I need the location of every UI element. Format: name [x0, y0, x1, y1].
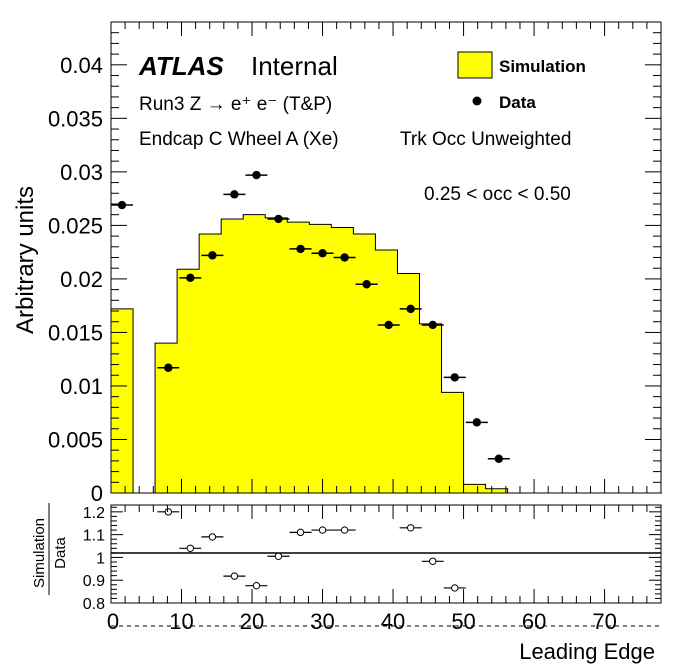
y-tick-label: 0.01	[60, 374, 103, 399]
ratio-point	[296, 528, 305, 537]
data-point	[340, 253, 349, 262]
ratio-y-tick-label: 1	[96, 550, 105, 567]
ratio-y-label-numerator: Simulation	[31, 518, 48, 588]
ratio-point	[451, 584, 459, 592]
data-point	[384, 320, 393, 330]
simulation-bin	[463, 484, 486, 493]
ratio-panel: 0.8 0.9 1 1.1 1.2 0 10 20 30 40 50 60 70 Simulation …	[31, 503, 662, 664]
legend-data-marker	[472, 96, 482, 106]
x-tick-label: 70	[592, 609, 616, 634]
ratio-point	[208, 533, 217, 541]
y-axis-label: Arbitrary units	[12, 186, 39, 334]
ratio-y-tick-label: 0.9	[83, 573, 105, 590]
simulation-bin	[199, 233, 222, 493]
simulation-bin	[111, 308, 134, 493]
ratio-y-tick-label: 1.1	[83, 528, 105, 545]
simulation-outline	[110, 214, 662, 494]
y-tick-label: 0	[91, 481, 103, 506]
ratio-y-tick-label: 0.8	[83, 596, 105, 613]
x-tick-label: 20	[240, 609, 264, 634]
data-point	[296, 244, 305, 254]
ratio-point	[164, 508, 173, 516]
simulation-bin	[441, 392, 464, 493]
data-point	[406, 304, 415, 314]
ratio-point	[186, 544, 195, 553]
ratio-point	[274, 552, 283, 560]
atlas-status-label: Internal	[251, 51, 338, 81]
x-tick-label: 50	[451, 609, 475, 634]
ratio-point	[318, 526, 327, 534]
x-tick-label: 30	[310, 609, 334, 634]
data-point	[186, 273, 195, 283]
data-point	[274, 214, 283, 224]
simulation-bin	[375, 250, 398, 493]
ratio-y-tick-label: 1.2	[83, 505, 105, 522]
legend-data-label: Data	[499, 93, 536, 112]
data-point	[252, 170, 261, 180]
data-point	[318, 249, 327, 258]
x-tick-label: 60	[522, 609, 546, 634]
ratio-points	[157, 508, 466, 592]
x-tick-label: 40	[381, 609, 405, 634]
y-tick-label: 0.02	[60, 267, 103, 292]
simulation-bin	[397, 273, 420, 493]
weighting-label: Trk Occ Unweighted	[400, 129, 571, 150]
simulation-bin	[309, 224, 332, 493]
legend-simulation-label: Simulation	[499, 57, 586, 76]
y-tick-label: 0.035	[48, 106, 103, 131]
data-point	[428, 320, 437, 330]
ratio-point	[429, 557, 437, 565]
ratio-y-label: Simulation Data	[31, 503, 69, 595]
simulation-bin	[155, 343, 178, 493]
simulation-histogram	[110, 214, 662, 494]
legend-simulation-swatch	[457, 51, 493, 79]
x-tick-label: 10	[169, 609, 193, 634]
x-axis-label: Leading Edge	[519, 639, 655, 664]
data-point	[164, 363, 173, 372]
y-tick-label: 0.015	[48, 320, 103, 345]
cut-label: 0.25 < occ < 0.50	[424, 184, 571, 205]
simulation-bin	[221, 218, 244, 494]
simulation-bin	[243, 214, 266, 493]
atlas-experiment-label: ATLAS	[138, 51, 224, 81]
simulation-bin	[331, 227, 354, 493]
y-tick-label: 0.025	[48, 213, 103, 238]
simulation-bin	[287, 222, 310, 494]
data-point	[230, 190, 239, 199]
data-point	[494, 454, 504, 463]
data-point	[208, 251, 217, 260]
main-ticks: 0 0.005 0.01 0.015 0.02 0.025 0.03 0.035 0.04	[48, 22, 662, 506]
legend: Simulation Data	[457, 51, 586, 112]
ratio-frame	[110, 504, 662, 604]
main-panel: 0 0.005 0.01 0.015 0.02 0.025 0.03 0.035 0.04 Ar…	[12, 21, 662, 506]
data-points	[111, 170, 510, 463]
simulation-bin	[265, 217, 288, 493]
simulation-bin	[419, 323, 442, 493]
data-point	[472, 418, 482, 427]
data-point	[117, 200, 127, 210]
ratio-y-label-denominator: Data	[52, 537, 69, 569]
y-tick-label: 0.005	[48, 427, 103, 452]
ratio-point	[252, 581, 261, 590]
simulation-bin	[485, 488, 508, 493]
ratio-point	[340, 526, 349, 534]
process-label: Run3 Z → e⁺ e⁻ (T&P)	[139, 94, 332, 115]
simulation-bin	[353, 233, 376, 493]
y-tick-label: 0.04	[60, 53, 103, 78]
x-tick-label: 0	[107, 609, 119, 634]
y-tick-label: 0.03	[60, 160, 103, 185]
simulation-bin	[177, 269, 200, 493]
ratio-ticks: 0.8 0.9 1 1.1 1.2 0 10 20 30 40 50 60 70	[83, 505, 662, 634]
ratio-point	[406, 524, 415, 532]
data-point	[362, 280, 371, 289]
atlas-label: ATLAS Internal	[138, 51, 338, 81]
region-label: Endcap C Wheel A (Xe)	[139, 129, 339, 150]
data-point	[450, 373, 459, 382]
ratio-point	[230, 572, 239, 580]
